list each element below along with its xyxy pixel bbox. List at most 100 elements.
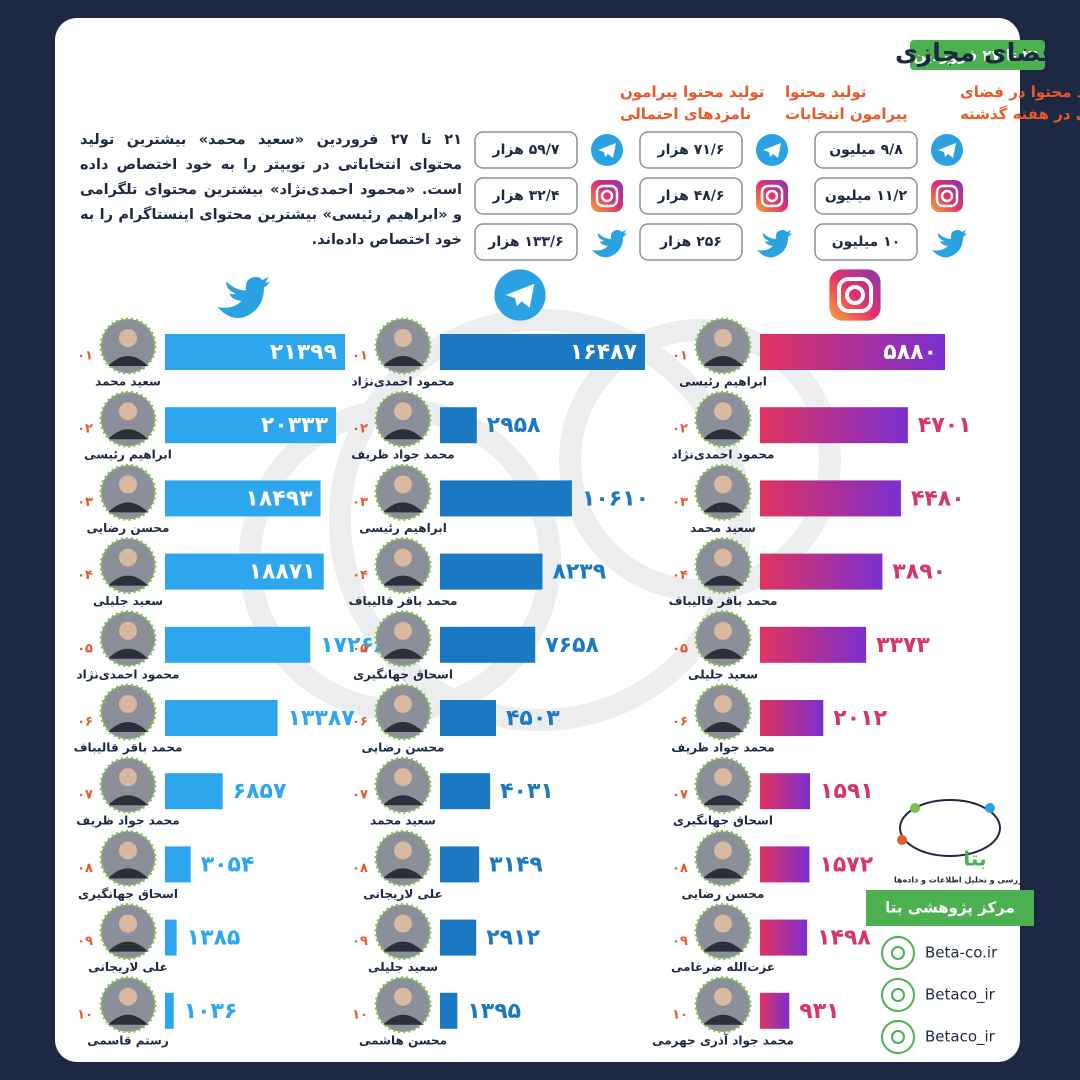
photo-body — [703, 502, 743, 513]
rank: ۰۳ — [352, 495, 368, 510]
rank: ۰۲ — [77, 422, 93, 437]
rank: ۰۴ — [77, 568, 93, 583]
candidate-name: اسحاق جهانگیری — [78, 887, 178, 901]
photo-body — [383, 722, 423, 732]
photo-body — [703, 868, 743, 879]
date-badge — [910, 40, 1045, 70]
photo-face — [119, 695, 137, 713]
rank: ۰۱ — [672, 349, 688, 364]
photo-face — [394, 841, 412, 860]
bar — [165, 407, 337, 444]
candidate-name: سعید محمد — [95, 375, 161, 389]
bar — [440, 919, 477, 956]
icon-glyph — [763, 143, 781, 158]
photo-body — [383, 941, 423, 952]
value-label: ۴۰۳۱ — [500, 779, 554, 804]
value-label: ۱۰۳۶ — [184, 999, 238, 1024]
bar — [440, 553, 543, 590]
rank: ۰۹ — [672, 934, 688, 949]
icon-glyph — [844, 284, 866, 306]
bar — [440, 773, 491, 810]
summary-value: ۷۱/۶ هزار — [657, 142, 725, 158]
bar — [165, 992, 174, 1029]
summary-note: ۲۱ تا ۲۷ فروردین «سعید محمد» بیشترین تول… — [80, 132, 462, 248]
telegram-icon — [756, 134, 788, 166]
candidate-name: محمد جواد آذری جهرمی — [652, 1032, 794, 1048]
rank: ۰۵ — [672, 641, 688, 656]
candidate-name: اسحاق جهانگیری — [673, 814, 773, 828]
candidate-name: علی لاریجانی — [88, 960, 168, 974]
candidate-name: سعید جلیلی — [93, 594, 163, 608]
summary-box — [814, 223, 918, 261]
photo-face — [714, 475, 732, 494]
telegram-icon — [931, 134, 963, 166]
icon-glyph — [598, 143, 616, 158]
icon-glyph — [836, 276, 874, 314]
rank: ۰۱ — [77, 349, 93, 364]
link: Beta-co.ir — [925, 944, 998, 962]
rank: ۱۰ — [352, 1007, 368, 1022]
photo-face — [119, 329, 137, 347]
candidate-name: محسن رضایی — [362, 741, 445, 755]
value-label: ۳۰۵۴ — [201, 852, 255, 877]
value-label: ۳۱۴۹ — [489, 852, 543, 877]
summary-box — [814, 177, 918, 215]
photo-body — [383, 868, 423, 879]
photo-face — [119, 768, 137, 787]
bar — [165, 480, 321, 517]
photo-face — [119, 914, 137, 933]
icon-glyph — [595, 184, 619, 208]
bar — [760, 773, 811, 810]
summary-value: ۱۱/۲ میلیون — [825, 188, 908, 204]
icon-glyph — [935, 184, 959, 208]
summary-value: ۴۸/۶ هزار — [657, 188, 725, 204]
rank: ۰۳ — [672, 495, 688, 510]
photo-face — [394, 475, 412, 494]
value-label: ۳۸۹۰ — [892, 560, 946, 585]
photo-body — [108, 1014, 148, 1025]
photo-face — [714, 402, 732, 421]
twitter-icon — [932, 230, 967, 258]
photo-face — [119, 548, 137, 567]
photo-face — [119, 621, 137, 640]
rank: ۰۶ — [77, 715, 93, 730]
candidate-name: ابراهیم رئیسی — [84, 448, 172, 462]
photo-body — [703, 941, 743, 952]
bar — [440, 626, 536, 663]
value-label: ۲۰۱۲ — [833, 706, 887, 731]
value-label: ۲۹۱۲ — [486, 926, 540, 951]
bar — [760, 700, 824, 736]
photo-face — [394, 695, 412, 713]
value-label: ۱۰۶۱۰ — [582, 486, 649, 511]
photo-face — [714, 329, 732, 347]
bar — [165, 773, 223, 810]
photo-face — [714, 695, 732, 713]
summary-box — [474, 177, 578, 215]
twitter-icon — [217, 277, 270, 319]
photo-body — [383, 795, 423, 806]
value-label: ۱۳۹۵ — [467, 999, 521, 1024]
bar — [760, 992, 790, 1029]
rank: ۰۶ — [672, 715, 688, 730]
candidate-name: سعید محمد — [370, 814, 436, 828]
candidate-name: محمود احمدی‌نژاد — [77, 667, 180, 682]
candidate-name: اسحاق جهانگیری — [353, 667, 453, 681]
candidate-name: محمود احمدی‌نژاد — [352, 375, 455, 390]
photo-body — [108, 429, 148, 440]
link-icon — [881, 1020, 915, 1054]
rank: ۰۸ — [672, 861, 688, 876]
instagram-icon — [591, 180, 623, 212]
candidate-name: محسن هاشمی — [359, 1033, 447, 1047]
icon-glyph — [760, 184, 784, 208]
summary-value: ۱۰ میلیون — [832, 234, 901, 250]
photo-body — [383, 1014, 423, 1025]
tagline: بررسی و تحلیل اطلاعات و داده‌ها — [894, 876, 1026, 885]
rank: ۰۲ — [672, 422, 688, 437]
value-label: ۵۸۸۰ — [883, 340, 937, 365]
candidate-name: سعید جلیلی — [368, 960, 438, 974]
photo-face — [119, 841, 137, 860]
photo-body — [703, 722, 743, 732]
